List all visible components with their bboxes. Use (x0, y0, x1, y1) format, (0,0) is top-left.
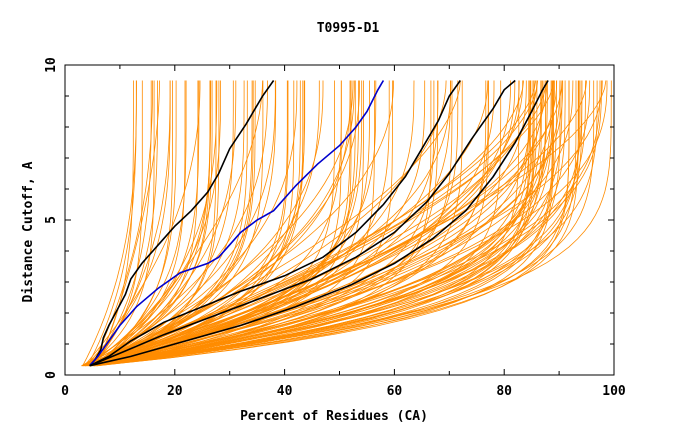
model-curve (82, 80, 564, 367)
model-curve (91, 80, 554, 367)
model-curve (87, 80, 187, 367)
model-curve (94, 80, 577, 367)
model-curve (96, 80, 263, 366)
model-curve (86, 80, 234, 367)
model-curve (89, 80, 532, 367)
model-curve (82, 80, 254, 367)
model-curve (86, 80, 248, 367)
model-curve (95, 80, 355, 367)
series-layer (81, 79, 612, 367)
model-curve (86, 80, 495, 367)
model-curve (97, 80, 160, 366)
highlight-curve-black (89, 80, 461, 367)
model-curve (82, 80, 137, 366)
x-tick-label: 40 (277, 384, 293, 399)
model-curve (93, 80, 277, 367)
model-curve (86, 80, 524, 367)
model-curve (83, 80, 579, 367)
model-curve (97, 80, 570, 367)
model-curve (93, 80, 237, 367)
model-curve (87, 80, 155, 367)
model-curve (95, 80, 289, 367)
model-curve (93, 80, 134, 366)
model-curve (89, 80, 555, 367)
model-curve (84, 80, 394, 367)
model-curve (94, 80, 370, 367)
model-curve (90, 80, 561, 367)
model-curve (92, 80, 595, 367)
y-tick-label: 0 (44, 371, 59, 379)
chart-title: T0995-D1 (317, 21, 380, 36)
x-tick-label: 100 (602, 384, 626, 399)
model-curve (95, 80, 583, 367)
model-curve (84, 80, 516, 367)
model-curve (93, 80, 451, 367)
model-curve (97, 80, 320, 367)
model-curve (86, 80, 213, 367)
model-curve (91, 80, 502, 367)
model-curve (94, 80, 295, 367)
y-axis-label: Distance Cutoff, A (21, 161, 36, 302)
model-curve (91, 80, 432, 367)
model-curve (95, 80, 554, 367)
model-curve (85, 80, 535, 367)
model-curve (84, 80, 342, 367)
model-curve (92, 80, 158, 366)
model-curve (94, 80, 607, 367)
model-curve (93, 80, 375, 367)
model-curve (91, 80, 200, 367)
model-curve (89, 80, 530, 367)
highlight-curve-black (89, 80, 549, 367)
model-curve (96, 80, 218, 367)
model-curve (88, 80, 583, 367)
model-curve (90, 80, 580, 367)
x-tick-label: 80 (496, 384, 512, 399)
x-tick-label: 20 (167, 384, 183, 399)
model-curve (82, 80, 537, 367)
y-tick-label: 10 (44, 57, 59, 73)
x-axis-label: Percent of Residues (CA) (240, 409, 428, 424)
model-curve (89, 80, 199, 367)
model-curve (91, 80, 547, 367)
model-curve (94, 80, 256, 367)
x-tick-label: 60 (387, 384, 403, 399)
highlight-curve-blue (89, 80, 385, 367)
y-tick-label: 5 (44, 216, 59, 224)
model-curve (93, 80, 415, 367)
model-curve (88, 80, 548, 367)
model-curve (92, 80, 173, 367)
model-curve (95, 80, 177, 367)
model-curve (86, 80, 143, 366)
model-curve (90, 80, 359, 367)
model-curve (92, 80, 603, 367)
model-curve (97, 80, 489, 367)
model-curve (88, 80, 545, 367)
model-curve (88, 80, 335, 367)
model-curve (93, 80, 363, 367)
model-curve (91, 80, 211, 367)
highlight-curve-black (89, 79, 516, 367)
model-curve (91, 80, 152, 366)
x-tick-label: 0 (61, 384, 69, 399)
model-curve (85, 80, 601, 367)
highlight-curve-black (89, 80, 275, 367)
model-curve (83, 80, 393, 367)
model-curve (91, 80, 301, 367)
model-curve (90, 80, 186, 367)
model-curve (90, 80, 324, 367)
axis-layer: 0 20 40 60 80 100 0 5 10 (44, 57, 626, 399)
model-curve (94, 80, 548, 367)
model-curve (85, 80, 171, 366)
